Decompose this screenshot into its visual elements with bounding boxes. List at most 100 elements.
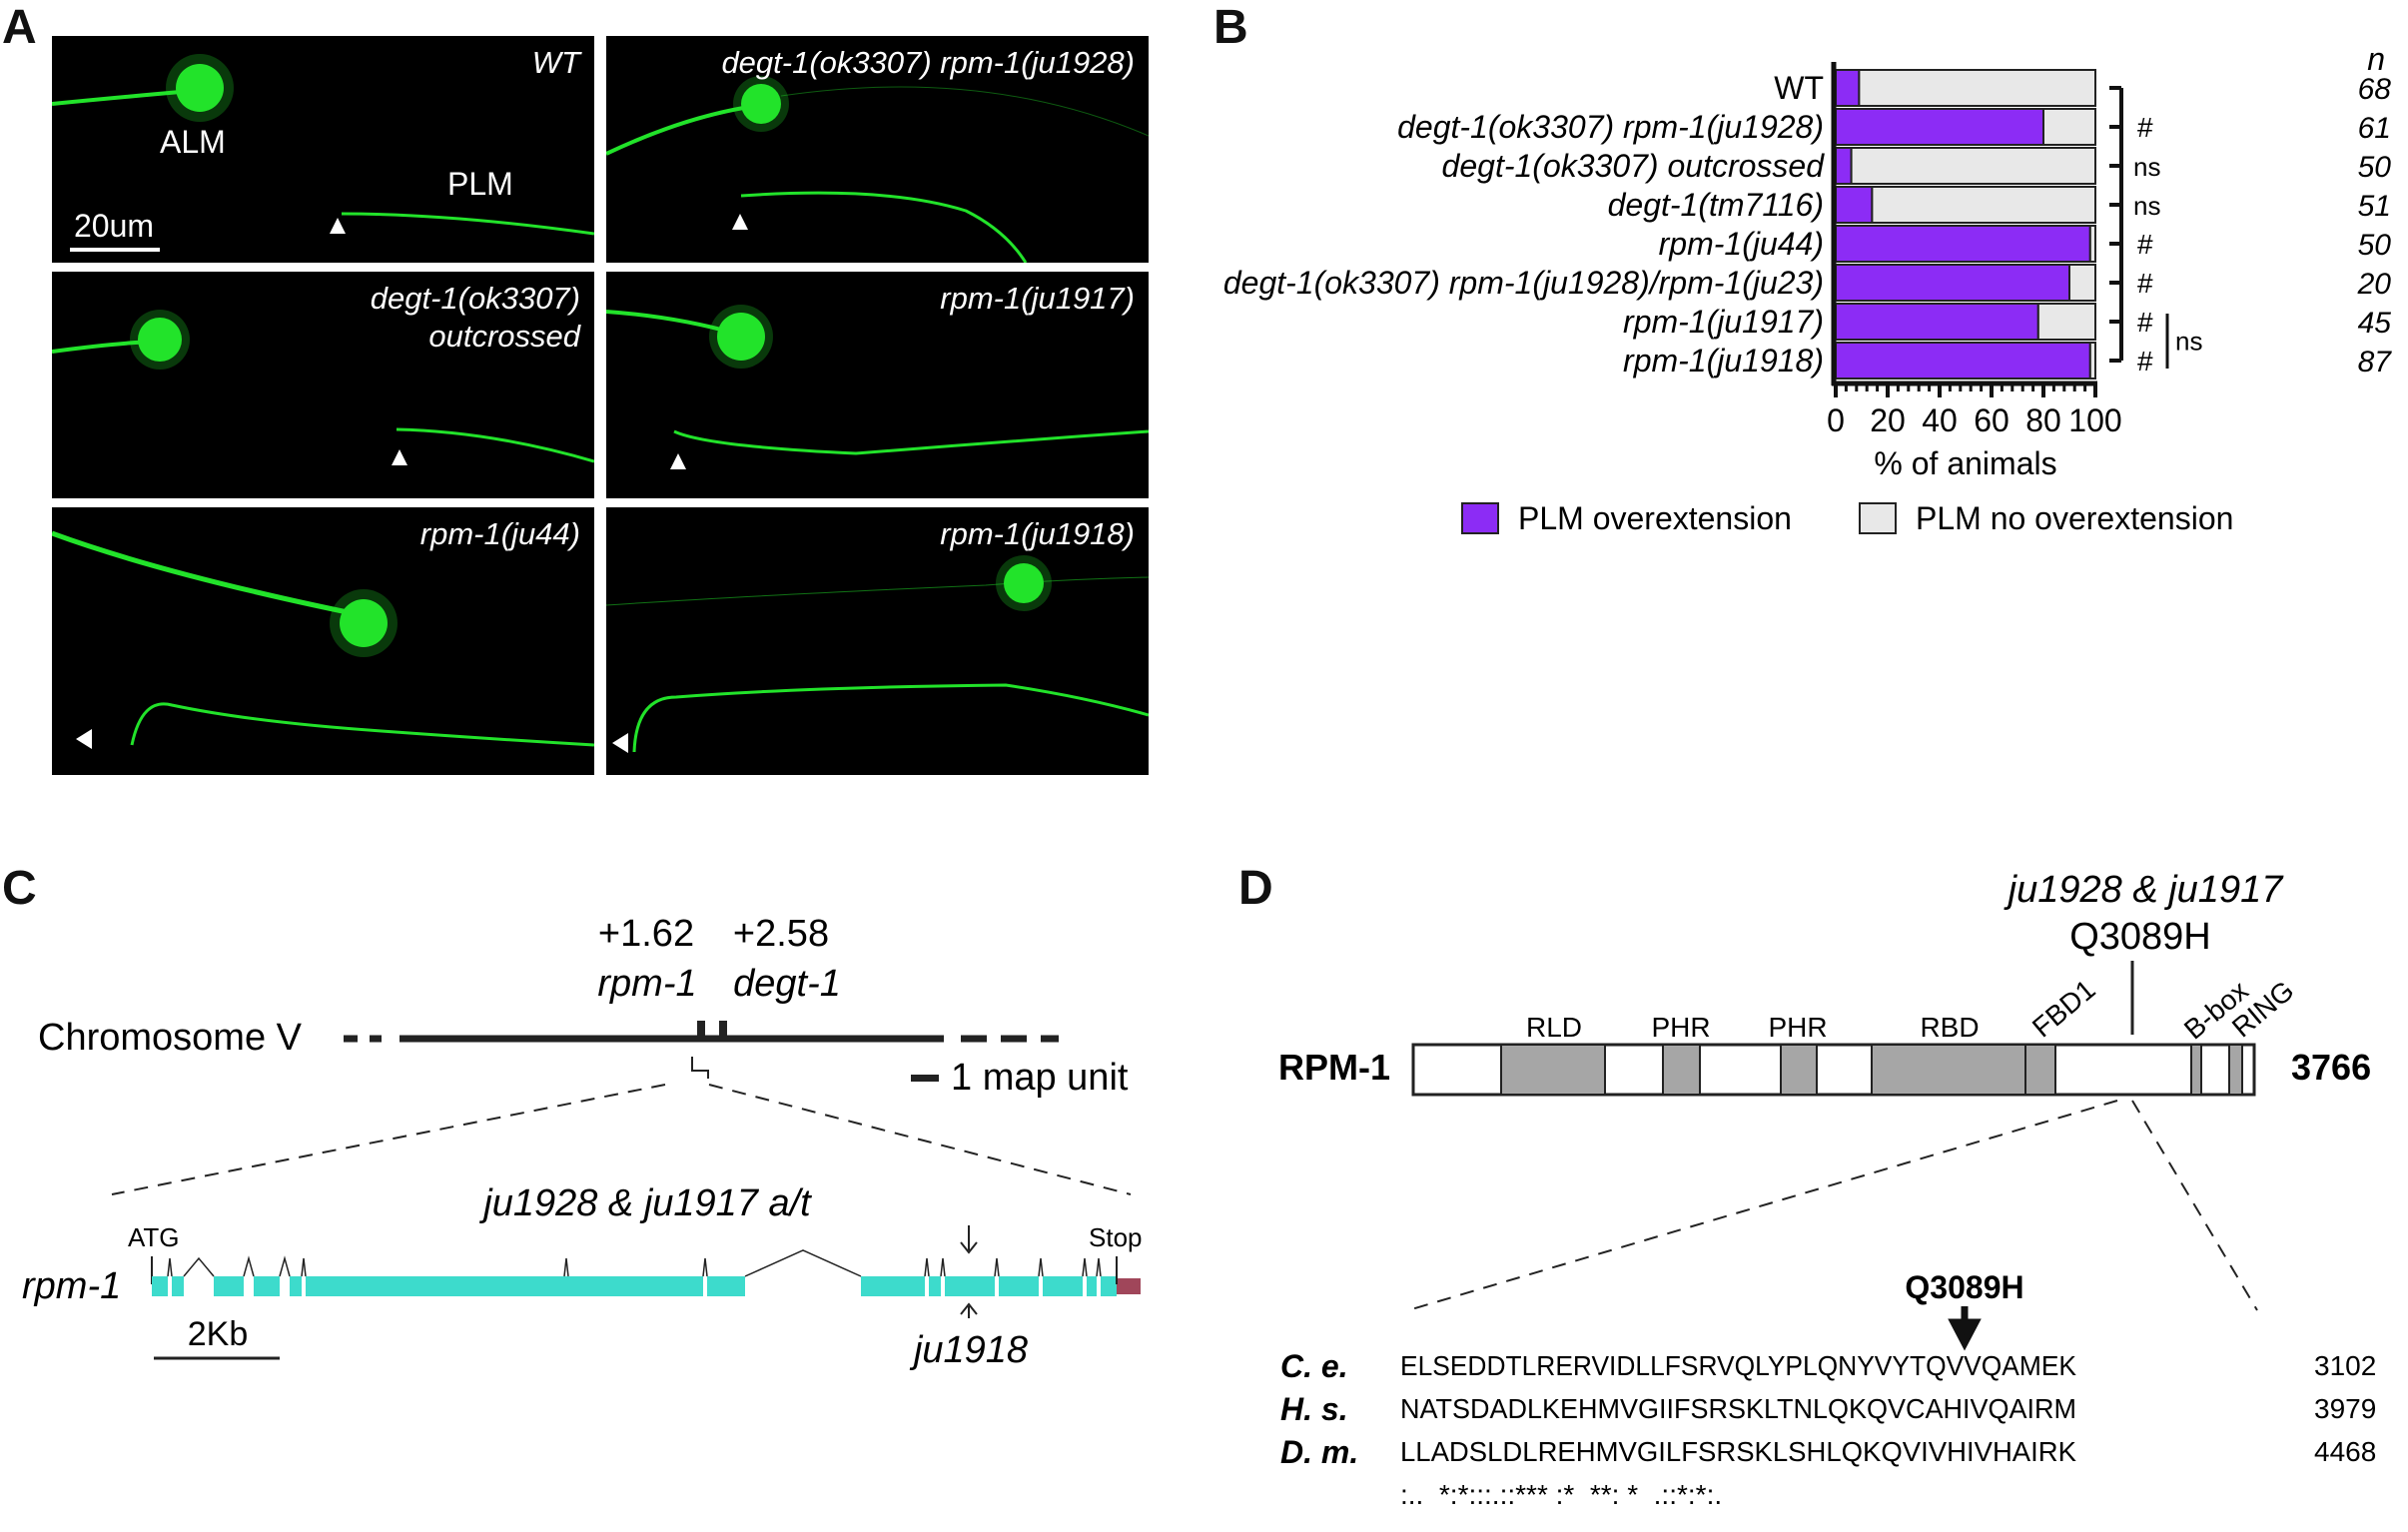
gene-model (151, 1249, 1141, 1296)
significance-mark: # (2137, 229, 2153, 260)
neuron-image (606, 305, 1149, 469)
rpm1-tick (697, 1021, 705, 1041)
atg-label: ATG (128, 1222, 180, 1252)
species-ce: C. e. (1280, 1348, 1348, 1384)
bar-overextension (1835, 186, 1874, 224)
mutation-top-label: ju1928 & ju1917 a/t (478, 1182, 812, 1224)
tile-label: rpm-1(ju1917) (940, 281, 1135, 316)
category-label: rpm-1(ju1917) (1623, 304, 1824, 340)
mutation-label: ju1928 & ju1917 (2004, 869, 2285, 911)
seq-hs: NATSDADLKEHMVGIIFSRSKLTNLQKQVCAHIVQAIRM (1400, 1393, 2076, 1424)
tile-label: WT (531, 45, 580, 80)
end-ce: 3102 (2314, 1350, 2376, 1381)
scale-bar-label: 20um (74, 208, 155, 244)
n-value: 61 (2358, 112, 2391, 145)
micrograph-degt1-outcrossed: degt-1(ok3307) outcrossed (52, 272, 594, 498)
mutation-bottom-label: ju1918 (909, 1329, 1028, 1371)
bar-overextension (1835, 225, 2091, 263)
bar-no-overextension (2068, 264, 2096, 302)
category-label: degt-1(tm7116) (1608, 187, 1824, 223)
bar-overextension (1835, 108, 2044, 146)
zoom-line-left (1407, 1100, 2118, 1311)
tile-label-line1: degt-1(ok3307) (370, 281, 580, 316)
marker1-gene: rpm-1 (597, 963, 696, 1005)
mutation-aa-label: Q3089H (2069, 916, 2211, 958)
plm-label: PLM (447, 166, 513, 202)
panel-letter-b: B (1213, 1, 1248, 54)
degt1-tick (719, 1021, 727, 1041)
bar-no-overextension (1850, 147, 2096, 185)
neuron-image (52, 310, 594, 465)
bar-overextension (1835, 342, 2091, 380)
neuron-image (52, 54, 594, 236)
map-unit-label: 1 map unit (951, 1057, 1129, 1099)
micrograph-wt: WT ALM PLM 20um (52, 36, 594, 263)
n-header: n (2367, 41, 2385, 77)
arrow-label: Q3089H (1905, 1269, 2023, 1305)
seq-dm: LLADSLDLREHMVGILFSRSKLSHLQKQVIVHIVHAIRK (1400, 1436, 2076, 1467)
ns-bracket-label: ns (2175, 327, 2202, 357)
micrograph-rpm1-ju1917: rpm-1(ju1917) (606, 272, 1149, 498)
marker2-gene: degt-1 (733, 963, 841, 1005)
end-dm: 4468 (2314, 1436, 2376, 1467)
bar-overextension (1835, 264, 2070, 302)
significance-mark: # (2137, 346, 2153, 377)
n-value: 87 (2358, 346, 2393, 379)
panel-letter-a: A (2, 1, 37, 54)
x-axis-label: % of animals (1874, 445, 2056, 481)
marker1-position: +1.62 (598, 913, 694, 955)
panel-letter-d: D (1238, 862, 1273, 915)
protein-length: 3766 (2291, 1047, 2371, 1088)
bar-no-overextension (1858, 69, 2097, 107)
bar-overextension (1835, 69, 1861, 107)
significance-mark: # (2137, 112, 2153, 143)
alm-label: ALM (160, 124, 226, 160)
n-value: 45 (2358, 307, 2392, 340)
significance-mark: # (2137, 268, 2153, 299)
end-hs: 3979 (2314, 1393, 2376, 1424)
n-value: 50 (2358, 229, 2392, 262)
zoom-line-left (111, 1084, 666, 1195)
legend-label-no-overextension: PLM no overextension (1916, 500, 2233, 536)
bar-chart: WT 68 degt-1(ok3307) rpm-1(ju1928) 61 # degt-… (1223, 41, 2393, 536)
micrograph-rpm1-ju1918: rpm-1(ju1918) (606, 507, 1149, 775)
n-value: 50 (2358, 151, 2392, 184)
bar-overextension (1835, 147, 1853, 185)
x-tick-label: 60 (1974, 402, 2009, 438)
seq-ce: ELSEDDTLRERVIDLLFSRVQLYPLQNYVYTQVVQAMEK (1400, 1350, 2076, 1381)
bar-no-overextension (2036, 303, 2096, 341)
category-label: degt-1(ok3307) outcrossed (1442, 148, 1826, 184)
neuron-image (606, 76, 1149, 263)
micrograph-rpm1-ju44: rpm-1(ju44) (52, 507, 594, 775)
marker2-position: +2.58 (733, 913, 829, 955)
category-label: WT (1774, 70, 1824, 106)
map-unit-bar (911, 1075, 939, 1082)
tile-label: degt-1(ok3307) rpm-1(ju1928) (721, 45, 1135, 80)
micrograph-degt1-rpm1-ju1928: degt-1(ok3307) rpm-1(ju1928) (606, 36, 1149, 263)
legend-swatch-no-overextension (1859, 502, 1897, 534)
mutation-arrow (1948, 1306, 1982, 1351)
tile-label: rpm-1(ju1918) (940, 516, 1135, 551)
x-tick-label: 100 (2068, 402, 2121, 438)
domain-label-rld: RLD (1526, 1012, 1582, 1043)
domain-label-rbd: RBD (1920, 1012, 1979, 1043)
n-value: 68 (2358, 73, 2392, 106)
category-label: rpm-1(ju44) (1659, 226, 1824, 262)
x-tick-label: 20 (1870, 402, 1906, 438)
protein-domains (1500, 1044, 2243, 1096)
protein-diagram: ju1928 & ju1917 Q3089H RLD PHR PHR RBD F… (1278, 869, 2376, 1510)
x-tick-label: 0 (1827, 402, 1845, 438)
bar-no-overextension (2088, 342, 2096, 380)
protein-name: RPM-1 (1278, 1047, 1390, 1088)
panel-letter-c: C (2, 862, 37, 915)
species-dm: D. m. (1280, 1434, 1358, 1470)
domain-label-phr1: PHR (1651, 1012, 1710, 1043)
bar-no-overextension (2042, 108, 2096, 146)
neuron-image (52, 530, 594, 749)
legend-label-overextension: PLM overextension (1518, 500, 1792, 536)
tile-label-line2: outcrossed (428, 319, 580, 354)
bar-no-overextension (2088, 225, 2096, 263)
gene-diagram: +1.62 +2.58 rpm-1 degt-1 Chromosome V 1 … (22, 913, 1143, 1371)
chromosome-label: Chromosome V (38, 1017, 303, 1059)
species-hs: H. s. (1280, 1391, 1348, 1427)
